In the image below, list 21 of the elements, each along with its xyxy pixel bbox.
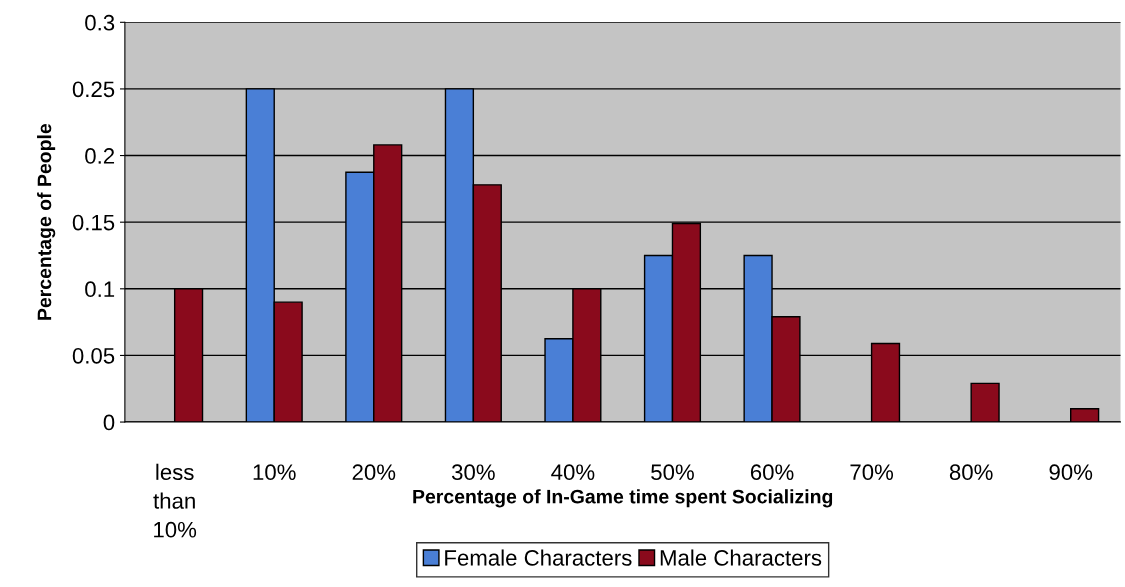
y-tick-label: 0.25	[72, 81, 115, 98]
y-tick-label: 0.05	[72, 347, 115, 364]
legend-label: Male Characters	[660, 549, 822, 566]
x-tick-label: 60%	[750, 464, 794, 481]
x-tick-label: 80%	[949, 464, 993, 481]
y-tick-label: 0.3	[85, 14, 115, 31]
x-tick-label: less than 10%	[153, 463, 197, 538]
x-axis-title: Percentage of In-Game time spent Socializing	[413, 489, 833, 508]
y-tick-label: 0.2	[85, 148, 115, 164]
y-tick-label: 0	[103, 414, 115, 431]
y-axis-title: Percentage of People	[37, 123, 56, 320]
x-tick-label: 20%	[352, 464, 396, 481]
y-tick-label: 0.1	[85, 281, 115, 298]
legend-label: Female Characters	[445, 549, 632, 566]
x-tick-label: 50%	[651, 464, 694, 481]
x-tick-label: 40%	[551, 464, 595, 481]
y-tick-label: 0.15	[72, 214, 115, 231]
x-tick-label: 70%	[850, 464, 894, 481]
x-tick-label: 90%	[1049, 464, 1093, 481]
x-tick-label: 10%	[253, 464, 296, 481]
x-tick-label: 30%	[451, 464, 495, 481]
